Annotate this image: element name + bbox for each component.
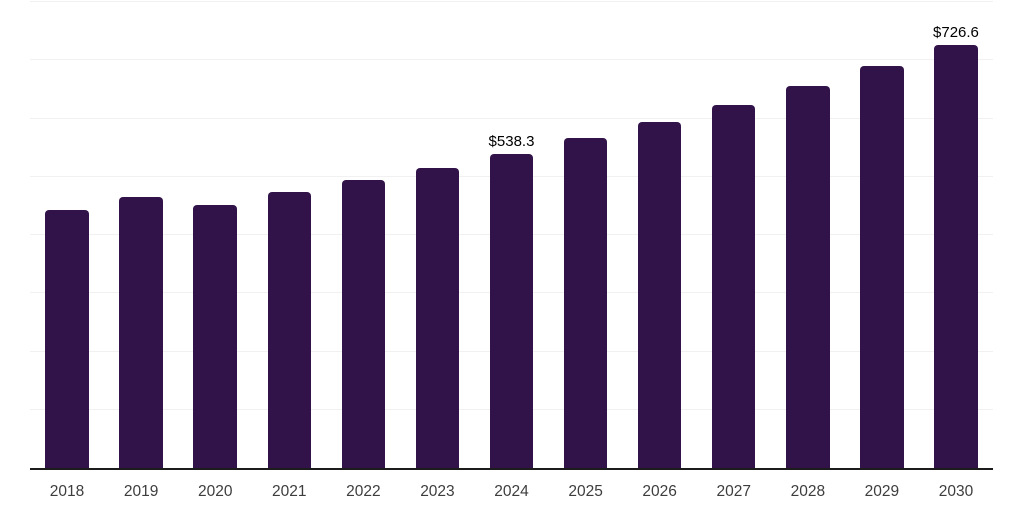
bar-2025 [563, 138, 608, 468]
bar-slot-2023 [400, 2, 474, 468]
bar-slot-2027 [697, 2, 771, 468]
bar-slot-2018 [30, 2, 104, 468]
bar-2026 [637, 122, 682, 468]
bar-slot-2024: $538.3 [474, 2, 548, 468]
bar-2022 [341, 180, 386, 468]
x-tick-2022: 2022 [346, 483, 381, 500]
bar-2023 [415, 167, 460, 468]
x-tick-2028: 2028 [790, 483, 826, 500]
bar-slot-2021 [252, 2, 326, 468]
bar-slot-2026 [623, 2, 697, 468]
x-tick-2029: 2029 [864, 483, 900, 500]
bar-2024: $538.3 [489, 134, 534, 468]
bar-slot-2019 [104, 2, 178, 468]
x-tick-2027: 2027 [716, 483, 751, 500]
x-tick-2021: 2021 [272, 483, 307, 500]
bar-slot-2020 [178, 2, 252, 468]
bar-2028 [786, 85, 830, 468]
plot-area: $538.3 $726.6 [30, 1, 993, 470]
x-tick-2018: 2018 [49, 483, 85, 500]
x-tick-2025: 2025 [568, 483, 603, 500]
data-label-2024: $538.3 [488, 133, 535, 151]
x-axis: 2018 2019 2020 2021 2022 2023 2024 2025 2026 2027… [30, 483, 993, 501]
gridline-800 [30, 1, 993, 2]
gridline-600 [30, 117, 993, 119]
x-tick-2030: 2030 [938, 483, 974, 500]
bar-slot-2028 [771, 2, 845, 468]
bar-slot-2030: $726.6 [919, 2, 993, 468]
x-tick-2023: 2023 [420, 483, 455, 500]
gridline-700 [30, 59, 993, 61]
bar-2021 [267, 191, 312, 468]
bar-series: $538.3 $726.6 [30, 2, 993, 468]
bar-slot-2029 [845, 2, 919, 468]
bar-2019 [119, 197, 163, 468]
bar-slot-2025 [549, 2, 623, 468]
bar-slot-2022 [326, 2, 400, 468]
x-tick-2026: 2026 [642, 483, 677, 500]
x-tick-2024: 2024 [494, 483, 529, 500]
x-tick-2019: 2019 [123, 483, 159, 500]
data-label-2030: $726.6 [933, 23, 979, 41]
bar-2018 [45, 209, 89, 468]
bar-2020 [193, 204, 237, 468]
bar-2029 [860, 65, 904, 468]
bar-2027 [711, 104, 756, 468]
bar-2030: $726.6 [933, 25, 979, 468]
x-tick-2020: 2020 [197, 483, 233, 500]
